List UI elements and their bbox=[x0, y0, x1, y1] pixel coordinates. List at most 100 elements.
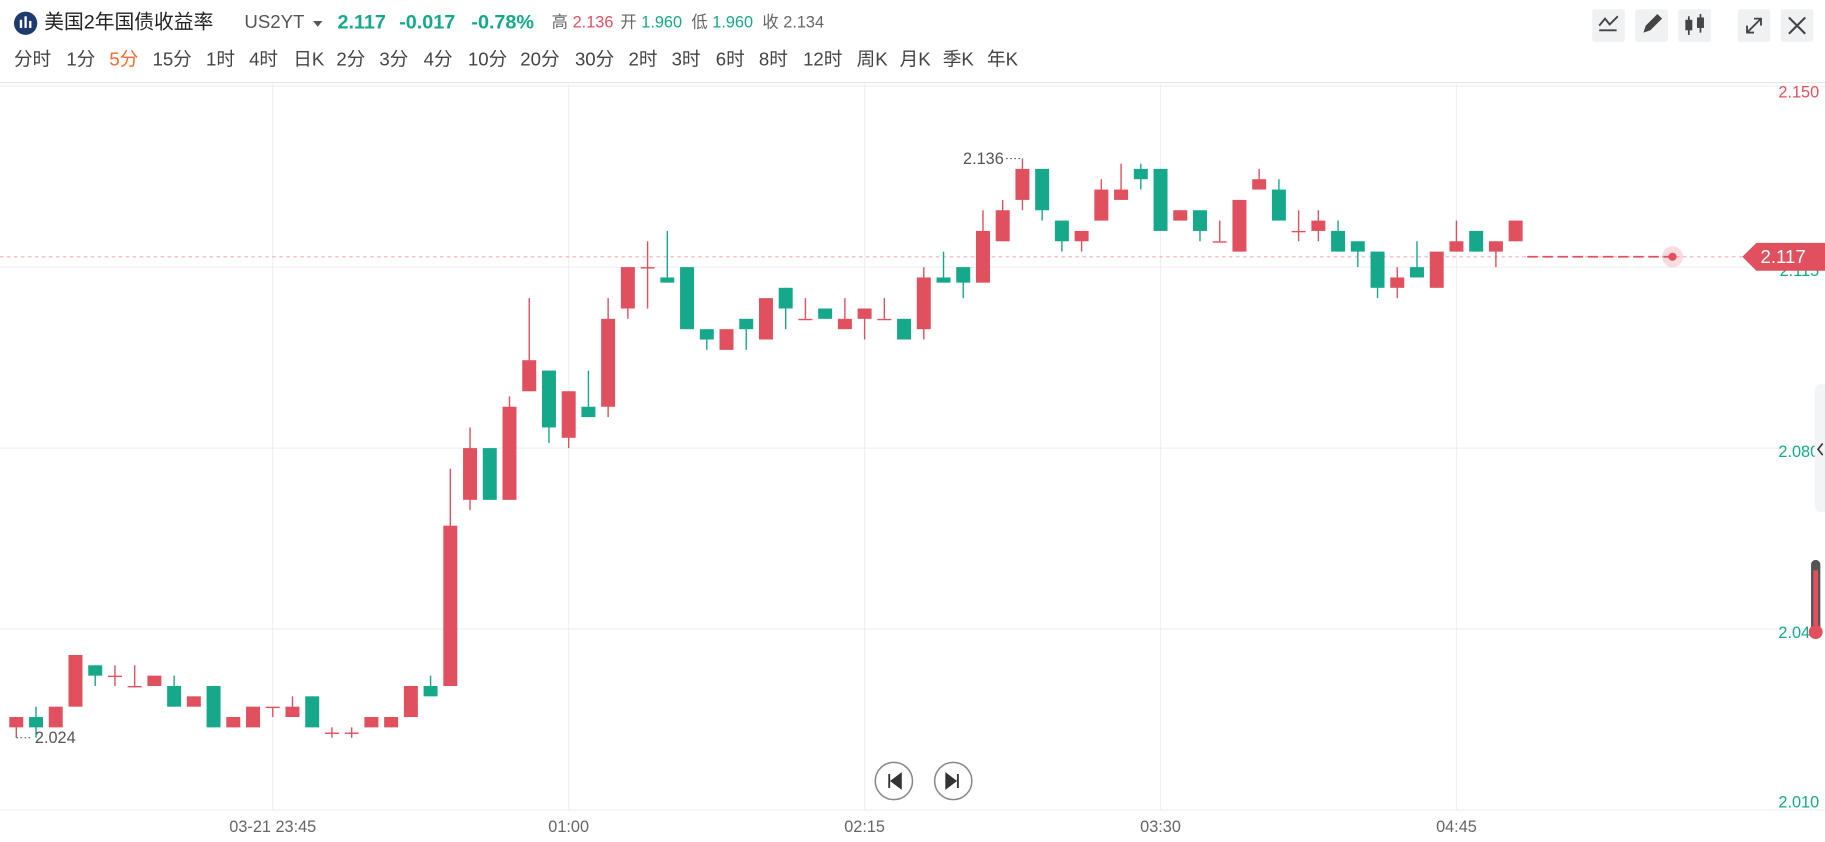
candle-body bbox=[975, 230, 990, 283]
timeframe-tab[interactable]: 2时 bbox=[629, 48, 658, 69]
stat-label: 低 bbox=[691, 14, 707, 32]
timeframe-tab[interactable]: 年K bbox=[987, 48, 1019, 69]
icon bbox=[945, 772, 959, 790]
timeframe-tab[interactable]: 季K bbox=[943, 48, 975, 69]
indicator-button[interactable] bbox=[1592, 9, 1625, 42]
timeframe-tab[interactable]: 分时 bbox=[14, 48, 51, 69]
candle-body bbox=[107, 675, 122, 678]
timeframe-tab[interactable]: 周K bbox=[857, 48, 889, 69]
icon bbox=[1643, 13, 1663, 33]
x-tick-label: 04:45 bbox=[1436, 818, 1477, 836]
x-tick-label: 03-21 23:45 bbox=[229, 818, 316, 836]
timeframe-tab[interactable]: 1时 bbox=[206, 48, 235, 69]
candle-body bbox=[916, 277, 931, 330]
candle-body bbox=[1173, 210, 1188, 221]
candle-body bbox=[680, 267, 695, 330]
caret[interactable] bbox=[313, 20, 323, 27]
timeframe-tab[interactable]: 3分 bbox=[379, 48, 408, 69]
candle-body bbox=[1469, 230, 1484, 252]
logo-bar bbox=[19, 19, 23, 28]
candle-body bbox=[719, 329, 734, 350]
candle-body bbox=[1054, 220, 1069, 242]
chart-type-button[interactable] bbox=[1678, 9, 1711, 42]
x-tick-label: 01:00 bbox=[548, 818, 589, 836]
candle-body bbox=[226, 717, 241, 728]
tabs: 分时 1分 5分 15分 1时 4时 日K 2分 3分 4分 10分 20分 30分 2时 3时 6时 8时 12… bbox=[14, 48, 1019, 69]
timeframe-tab[interactable]: 日K bbox=[293, 48, 325, 69]
candle-body bbox=[364, 717, 379, 728]
candle-body bbox=[857, 308, 872, 319]
change: -0.017 bbox=[399, 11, 455, 33]
slider-knob[interactable] bbox=[1808, 625, 1823, 640]
candle-body bbox=[936, 277, 951, 283]
x-tick-label: 03:30 bbox=[1140, 818, 1181, 836]
symbol[interactable]: US2YT bbox=[244, 11, 304, 32]
timeframe-tab[interactable]: 1分 bbox=[66, 48, 95, 69]
candle-body bbox=[1232, 199, 1247, 252]
candle-body bbox=[443, 525, 458, 686]
candle-body bbox=[167, 685, 182, 707]
candle-body bbox=[561, 391, 576, 438]
stat-label: 开 bbox=[620, 14, 636, 32]
max-label: 2.136 bbox=[963, 150, 1004, 168]
candle-body bbox=[1449, 241, 1464, 252]
candle-body bbox=[1350, 241, 1365, 252]
icon bbox=[1816, 442, 1824, 456]
timeframe-tab[interactable]: 4分 bbox=[424, 48, 453, 69]
timeframe-tab[interactable]: 6时 bbox=[716, 48, 745, 69]
candle-body bbox=[127, 685, 142, 688]
candle-body bbox=[1429, 251, 1444, 288]
timeframe-tab[interactable]: 10分 bbox=[468, 48, 507, 69]
logo-bar bbox=[29, 20, 32, 28]
candle-body bbox=[48, 706, 63, 728]
stat-value: 1.960 bbox=[641, 14, 682, 32]
candle-body bbox=[1291, 230, 1306, 233]
timeframe-tab[interactable]: 月K bbox=[900, 48, 932, 69]
candle-body bbox=[206, 685, 221, 728]
timeframe-tab[interactable]: 5分 bbox=[109, 48, 138, 69]
candle-body bbox=[1035, 168, 1050, 211]
timeframe-tab[interactable]: 8时 bbox=[759, 48, 788, 69]
candle-body bbox=[1410, 267, 1424, 278]
candle-body bbox=[344, 732, 359, 734]
candle-body bbox=[324, 732, 339, 734]
candle-body bbox=[818, 308, 833, 319]
timeframe-tab[interactable]: 2分 bbox=[336, 48, 365, 69]
timeframe-tab[interactable]: 20分 bbox=[520, 48, 559, 69]
logo-bar bbox=[24, 16, 27, 28]
candle-body bbox=[897, 318, 912, 340]
icon bbox=[1746, 17, 1762, 34]
candle-body bbox=[877, 318, 892, 321]
stat-label: 收 bbox=[762, 14, 778, 32]
candle-body bbox=[384, 717, 399, 728]
candle-body bbox=[29, 717, 44, 728]
candle-body bbox=[995, 210, 1010, 242]
candle-body bbox=[620, 267, 635, 309]
timeframe-tab[interactable]: 12时 bbox=[803, 48, 842, 69]
candle-body bbox=[699, 329, 714, 340]
timeframe-tab[interactable]: 15分 bbox=[152, 48, 191, 69]
candle-body bbox=[147, 675, 162, 686]
candle-body bbox=[265, 706, 280, 709]
candle-body bbox=[660, 277, 675, 283]
timeframe-tab[interactable]: 3时 bbox=[672, 48, 701, 69]
x-tick-label: 02:15 bbox=[844, 818, 885, 836]
candle-body bbox=[541, 370, 556, 428]
candle-body bbox=[186, 696, 201, 707]
candle-body bbox=[640, 267, 655, 269]
change-pct: -0.78% bbox=[471, 11, 534, 33]
candle-body bbox=[739, 318, 754, 330]
last-price-dot bbox=[1668, 252, 1677, 261]
candle-body bbox=[423, 685, 438, 697]
timeframe-tab[interactable]: 30分 bbox=[575, 48, 614, 69]
candle-body bbox=[9, 717, 24, 728]
candle-body bbox=[482, 448, 497, 500]
candle-body bbox=[758, 298, 773, 340]
icon bbox=[1788, 16, 1806, 35]
y-tick-label: 2.010 bbox=[1778, 793, 1819, 811]
stat-value: 2.134 bbox=[783, 14, 824, 32]
timeframe-tab[interactable]: 4时 bbox=[249, 48, 278, 69]
y-tick-label: 2.045 bbox=[1778, 624, 1819, 642]
candle-body bbox=[502, 406, 517, 500]
